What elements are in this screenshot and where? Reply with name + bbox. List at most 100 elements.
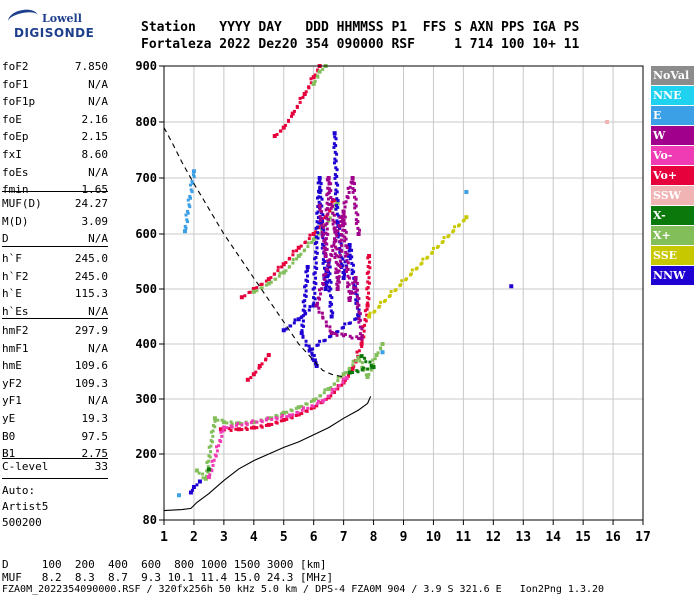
param-label: yF2 <box>2 376 22 390</box>
echo-point <box>317 204 322 208</box>
echo-point <box>347 298 352 302</box>
echo-point <box>316 74 320 78</box>
echo-point <box>334 159 338 163</box>
echo-point <box>266 281 271 286</box>
echo-point <box>317 69 322 74</box>
separator <box>2 246 108 247</box>
echo-point <box>322 273 326 277</box>
echo-point <box>339 232 343 236</box>
echo-point <box>320 204 324 208</box>
echo-point <box>281 328 286 333</box>
param-row: M(D) 3.09 <box>2 213 108 231</box>
echo-point <box>341 276 346 280</box>
echo-point <box>354 359 358 363</box>
echo-point <box>281 410 286 415</box>
echo-point <box>279 412 283 416</box>
echo-point <box>350 261 354 265</box>
echo-point <box>289 324 293 328</box>
echo-point <box>195 483 199 487</box>
echo-point <box>334 144 338 148</box>
echo-point <box>296 254 301 258</box>
echo-point <box>240 423 244 427</box>
echo-point <box>364 373 368 377</box>
echo-point <box>363 323 367 327</box>
echo-point <box>336 183 340 187</box>
echo-point <box>302 406 306 410</box>
param-label: hmF2 <box>2 324 29 337</box>
echo-point <box>245 377 250 382</box>
echo-point <box>307 85 311 89</box>
x-tick-label: 7 <box>340 530 348 545</box>
echo-point <box>339 255 343 259</box>
echo-point <box>257 366 261 370</box>
echo-point <box>457 224 461 228</box>
param-value: N/A <box>88 232 108 246</box>
echo-point <box>335 254 339 258</box>
param-label: B1 <box>2 447 16 461</box>
echo-point <box>318 180 322 184</box>
echo-point <box>188 194 192 198</box>
echo-point <box>281 417 286 422</box>
echo-point <box>354 204 358 208</box>
echo-point <box>326 212 330 216</box>
echo-point <box>329 331 334 335</box>
echo-point <box>236 427 241 432</box>
echo-point <box>509 284 514 289</box>
echo-point <box>321 213 325 217</box>
param-value: 109.3 <box>74 376 108 390</box>
echo-point <box>207 454 211 458</box>
echo-point <box>264 283 268 287</box>
echo-point <box>367 372 371 376</box>
echo-point <box>205 469 209 473</box>
echo-point <box>363 356 367 360</box>
echo-point <box>257 364 262 368</box>
param-row: foEp 2.15 <box>2 128 108 146</box>
echo-point <box>285 417 289 421</box>
echo-point <box>368 266 372 270</box>
echo-point <box>442 236 446 240</box>
echo-point <box>301 308 305 312</box>
echo-point <box>251 287 256 291</box>
echo-point <box>360 344 364 348</box>
echo-point <box>357 228 361 232</box>
echo-point <box>357 317 361 321</box>
echo-point <box>347 190 351 194</box>
echo-point <box>316 231 320 235</box>
echo-point <box>339 219 343 223</box>
echo-point <box>255 420 259 424</box>
echo-point <box>368 360 372 364</box>
echo-point <box>605 120 610 124</box>
echo-point <box>291 261 295 265</box>
echo-point <box>319 394 323 398</box>
echo-point <box>350 272 354 276</box>
echo-point <box>323 388 327 392</box>
echo-point <box>336 277 340 281</box>
echo-point <box>329 182 333 186</box>
echo-point <box>351 190 355 194</box>
echo-point <box>281 270 286 275</box>
legend-item: NoVal <box>651 66 694 85</box>
echo-point <box>336 379 340 383</box>
echo-point <box>227 427 231 431</box>
echo-point <box>311 303 316 308</box>
auto-code: 500200 <box>2 516 42 529</box>
echo-point <box>322 339 326 343</box>
echo-point <box>333 332 337 336</box>
echo-point <box>329 196 333 199</box>
echo-point <box>320 311 324 315</box>
x-tick-label: 1 <box>160 530 168 545</box>
param-value: 97.5 <box>81 429 109 443</box>
echo-point <box>365 375 370 379</box>
echo-point <box>308 305 312 309</box>
chart-grid <box>163 65 644 521</box>
echo-point <box>301 314 305 318</box>
echo-point <box>315 343 319 347</box>
echo-point <box>304 90 308 94</box>
echo-point <box>355 305 359 309</box>
echo-point <box>188 490 193 495</box>
echo-point <box>354 197 358 201</box>
echo-point <box>332 161 336 165</box>
echo-point <box>225 426 229 430</box>
echo-point <box>343 215 347 219</box>
param-label: hmF1 <box>2 341 29 355</box>
